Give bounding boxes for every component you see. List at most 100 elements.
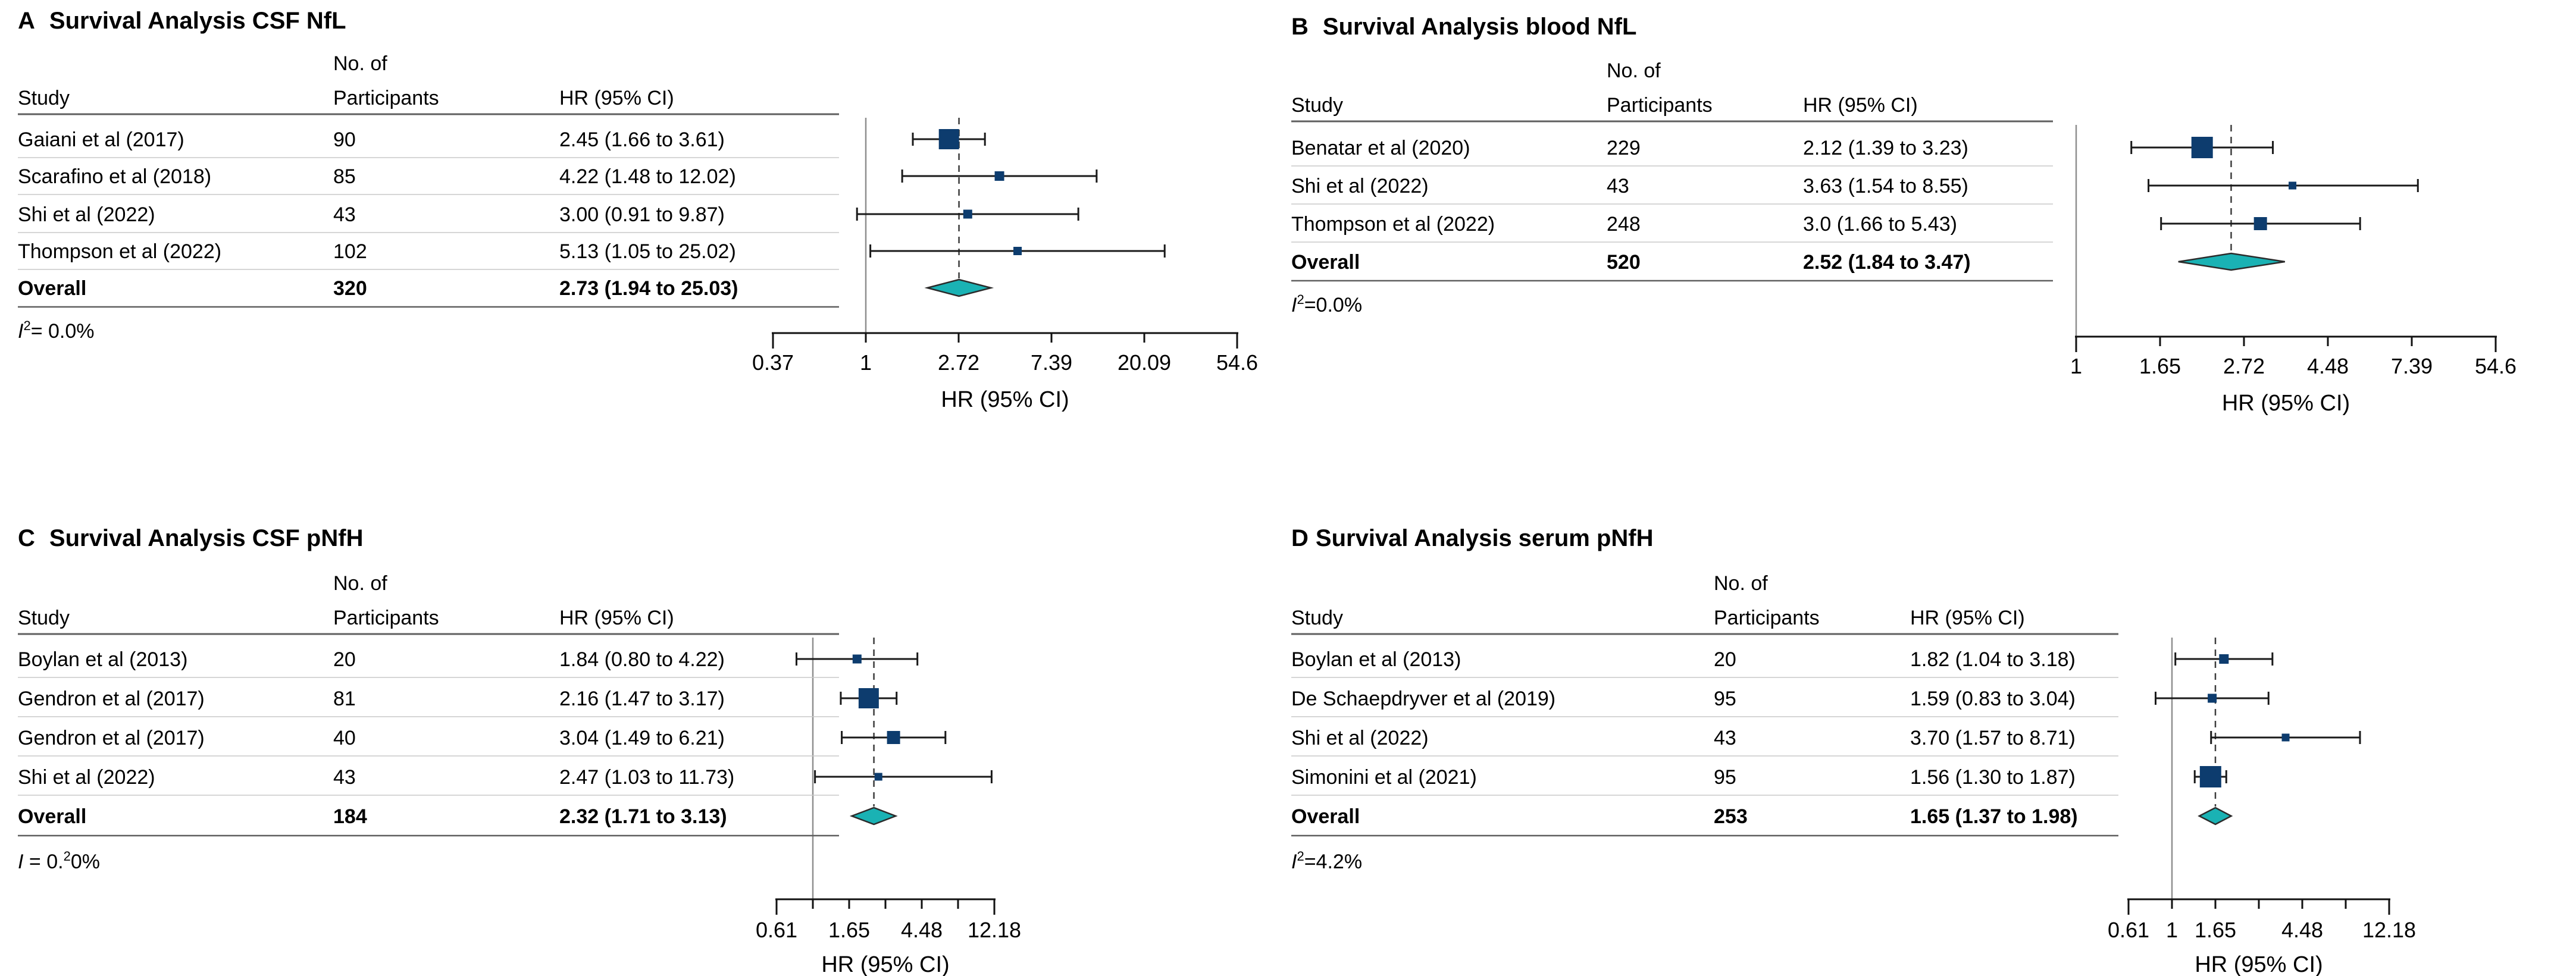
hr-ci-value: 1.59 (0.83 to 3.04) xyxy=(1910,688,2076,710)
overall-diamond xyxy=(924,278,994,297)
col-header-participants-line2: Participants xyxy=(1607,94,1713,117)
axis-tick-label: 7.39 xyxy=(1031,350,1072,375)
axis-tick-label: 54.6 xyxy=(2475,354,2516,378)
heterogeneity-segment: I xyxy=(18,851,24,873)
panel-title-text: Survival Analysis blood NfL xyxy=(1323,14,1637,40)
effect-square xyxy=(852,654,862,664)
panel-letter: A xyxy=(18,8,35,34)
overall-participants-value: 184 xyxy=(333,805,367,828)
axis-tick-label: 0.61 xyxy=(756,918,797,942)
axis-tick-label: 4.48 xyxy=(2307,354,2349,378)
heterogeneity-segment: =4.2% xyxy=(1304,851,1362,873)
x-axis-title: HR (95% CI) xyxy=(821,952,949,976)
hr-ci-value: 1.82 (1.04 to 3.18) xyxy=(1910,648,2076,671)
panel-title: A Survival Analysis CSF NfL xyxy=(18,8,346,34)
panel-A: A Survival Analysis CSF NfL Study No. of … xyxy=(18,8,1258,412)
overall-label: Overall xyxy=(18,277,86,300)
heterogeneity-segment: I xyxy=(1291,851,1297,873)
panel-title-text: Survival Analysis serum pNfH xyxy=(1316,525,1654,551)
col-header-participants-line1: No. of xyxy=(1607,59,1661,82)
participants-value: 43 xyxy=(1714,727,1736,749)
effect-square xyxy=(2219,654,2229,664)
heterogeneity-segment: 2 xyxy=(1297,292,1304,307)
heterogeneity-label: I = 0.20% xyxy=(18,849,100,873)
heterogeneity-segment: 2 xyxy=(64,849,71,864)
heterogeneity-label: I2= 0.0% xyxy=(18,318,95,343)
x-axis-title: HR (95% CI) xyxy=(2195,952,2323,976)
axis-tick-label: 2.72 xyxy=(2223,354,2265,378)
panel-title: C Survival Analysis CSF pNfH xyxy=(18,525,363,551)
col-header-participants-line2: Participants xyxy=(333,607,439,629)
overall-diamond xyxy=(2198,806,2233,826)
axis-tick-label: 4.48 xyxy=(901,918,943,942)
study-label: Shi et al (2022) xyxy=(1291,727,1429,749)
overall-label: Overall xyxy=(1291,251,1360,274)
overall-hr-ci-value: 2.52 (1.84 to 3.47) xyxy=(1803,251,1971,274)
participants-value: 229 xyxy=(1607,137,1641,159)
heterogeneity-segment: I xyxy=(1291,294,1297,316)
col-header-hr: HR (95% CI) xyxy=(1910,607,2025,629)
overall-participants-value: 320 xyxy=(333,277,367,300)
overall-diamond xyxy=(849,806,898,826)
study-label: Scarafino et al (2018) xyxy=(18,165,211,188)
x-axis-title: HR (95% CI) xyxy=(2222,391,2350,416)
hr-ci-value: 4.22 (1.48 to 12.02) xyxy=(559,165,736,188)
col-header-study: Study xyxy=(18,87,70,109)
overall-hr-ci-value: 2.73 (1.94 to 25.03) xyxy=(559,277,738,300)
col-header-hr: HR (95% CI) xyxy=(559,87,674,109)
study-label: Boylan et al (2013) xyxy=(1291,648,1461,671)
overall-hr-ci-value: 1.65 (1.37 to 1.98) xyxy=(1910,805,2078,828)
heterogeneity-segment: 2 xyxy=(23,318,30,333)
axis-tick-label: 7.39 xyxy=(2391,354,2433,378)
axis-tick-label: 54.6 xyxy=(1216,350,1258,375)
hr-ci-value: 1.84 (0.80 to 4.22) xyxy=(559,648,725,671)
heterogeneity-segment: I xyxy=(18,320,24,343)
hr-ci-value: 2.45 (1.66 to 3.61) xyxy=(559,128,725,151)
panel-title-text: Survival Analysis CSF NfL xyxy=(49,8,346,34)
x-axis-title: HR (95% CI) xyxy=(941,387,1069,412)
panel-title: B Survival Analysis blood NfL xyxy=(1291,14,1636,40)
hr-ci-value: 3.04 (1.49 to 6.21) xyxy=(559,727,725,749)
panel-dynamic-content: Boylan et al (2013) 20 1.82 (1.04 to 3.18)… xyxy=(1291,633,2416,942)
hr-ci-value: 1.56 (1.30 to 1.87) xyxy=(1910,766,2076,789)
overall-diamond xyxy=(2178,252,2286,271)
col-header-study: Study xyxy=(18,607,70,629)
panel-letter: D xyxy=(1291,525,1309,551)
heterogeneity-segment: =0.0% xyxy=(1304,294,1362,316)
panel-dynamic-content: Benatar et al (2020) 229 2.12 (1.39 to 3.2… xyxy=(1291,120,2516,378)
overall-participants-value: 520 xyxy=(1607,251,1641,274)
heterogeneity-label: I2=4.2% xyxy=(1291,849,1362,873)
study-label: Simonini et al (2021) xyxy=(1291,766,1477,789)
axis-tick-label: 1.65 xyxy=(828,918,870,942)
participants-value: 102 xyxy=(333,240,367,263)
study-label: Shi et al (2022) xyxy=(18,203,155,226)
participants-value: 43 xyxy=(333,766,356,789)
effect-square xyxy=(2289,181,2297,190)
effect-square xyxy=(2191,137,2213,158)
effect-square xyxy=(2208,693,2217,703)
col-header-study: Study xyxy=(1291,607,1343,629)
col-header-hr: HR (95% CI) xyxy=(559,607,674,629)
effect-square xyxy=(2199,766,2221,787)
participants-value: 90 xyxy=(333,128,356,151)
overall-hr-ci-value: 2.32 (1.71 to 3.13) xyxy=(559,805,727,828)
axis-tick-label: 1 xyxy=(2166,918,2178,942)
axis-tick-label: 12.18 xyxy=(968,918,1021,942)
study-label: Boylan et al (2013) xyxy=(18,648,187,671)
study-label: Thompson et al (2022) xyxy=(1291,213,1495,236)
col-header-participants-line1: No. of xyxy=(1714,572,1768,595)
effect-square xyxy=(938,129,959,149)
axis-tick-label: 20.09 xyxy=(1118,350,1171,375)
effect-square xyxy=(1013,247,1022,255)
study-label: Benatar et al (2020) xyxy=(1291,137,1470,159)
axis-tick-label: 1.65 xyxy=(2139,354,2181,378)
hr-ci-value: 2.47 (1.03 to 11.73) xyxy=(559,766,734,789)
panel-letter: B xyxy=(1291,14,1309,40)
hr-ci-value: 2.16 (1.47 to 3.17) xyxy=(559,688,725,710)
heterogeneity-segment: 0% xyxy=(71,851,100,873)
study-label: De Schaepdryver et al (2019) xyxy=(1291,688,1555,710)
heterogeneity-segment: = 0. xyxy=(23,851,63,873)
axis-tick-label: 0.37 xyxy=(752,350,794,375)
